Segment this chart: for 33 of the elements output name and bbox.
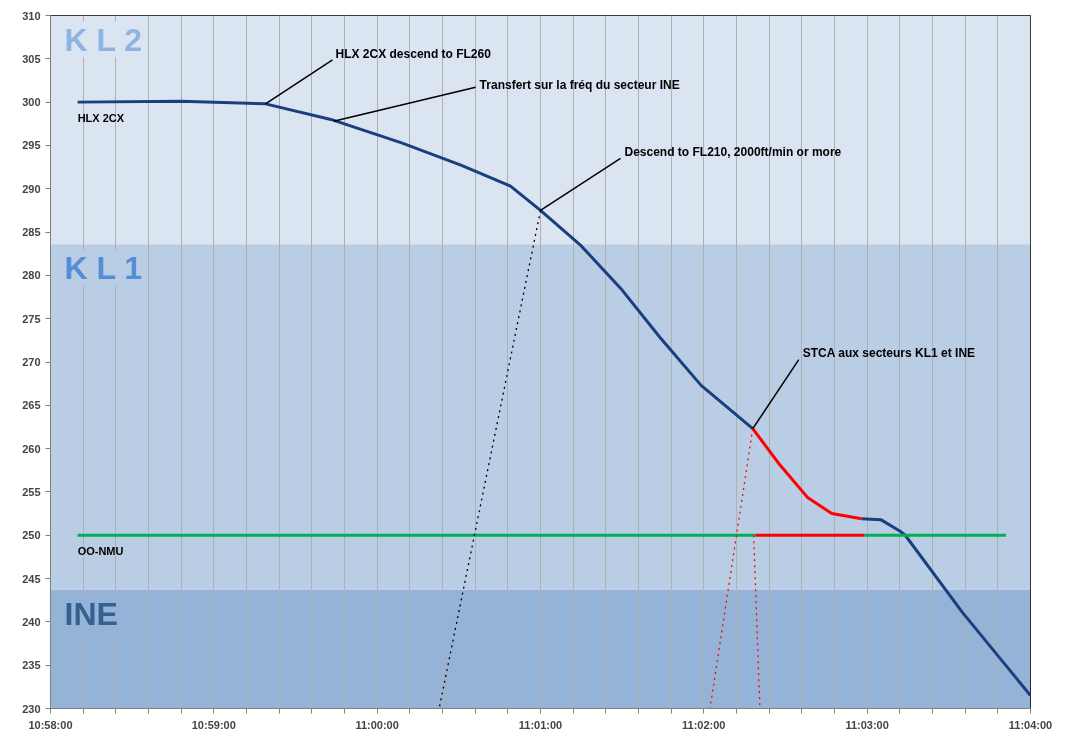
y-tick-label: 240 [22,615,41,628]
y-tick-label: 230 [22,702,41,715]
y-tick-label: 275 [22,312,41,325]
band-label: INE [64,595,118,632]
x-tick-label: 11:03:00 [845,718,889,731]
series-label: HLX 2CX [77,112,125,125]
y-tick-label: 290 [22,182,41,195]
y-tick-label: 270 [22,356,41,368]
y-tick-label: 260 [22,442,41,455]
x-tick-label: 11:01:00 [518,718,563,731]
y-tick-label: 250 [22,529,41,542]
y-tick-label: 280 [22,269,41,282]
band-label: K L 2 [64,21,143,58]
annotation: HLX 2CX descend to FL260 [335,46,492,61]
y-tick-label: 255 [22,485,41,498]
y-tick-label: 300 [22,96,41,109]
x-tick-label: 10:59:00 [191,718,236,731]
x-tick-label: 11:04:00 [1008,718,1053,731]
y-tick-label: 310 [22,9,41,22]
x-tick-label: 11:00:00 [355,718,399,731]
annotation: Descend to FL210, 2000ft/min or more [624,145,842,160]
x-tick-label: 11:02:00 [682,718,726,731]
y-tick-label: 305 [22,52,41,65]
y-tick-label: 285 [22,226,41,239]
y-tick-label: 245 [22,572,41,585]
x-tick-label: 10:58:00 [28,718,73,731]
annotation: Transfert sur la fréq du secteur INE [479,78,680,93]
y-tick-label: 235 [22,659,41,672]
annotation: STCA aux secteurs KL1 et INE [802,345,976,360]
y-tick-label: 265 [22,399,41,412]
y-tick-label: 295 [22,139,41,152]
series-label: OO-NMU [77,545,124,558]
band-label: K L 1 [64,250,143,287]
